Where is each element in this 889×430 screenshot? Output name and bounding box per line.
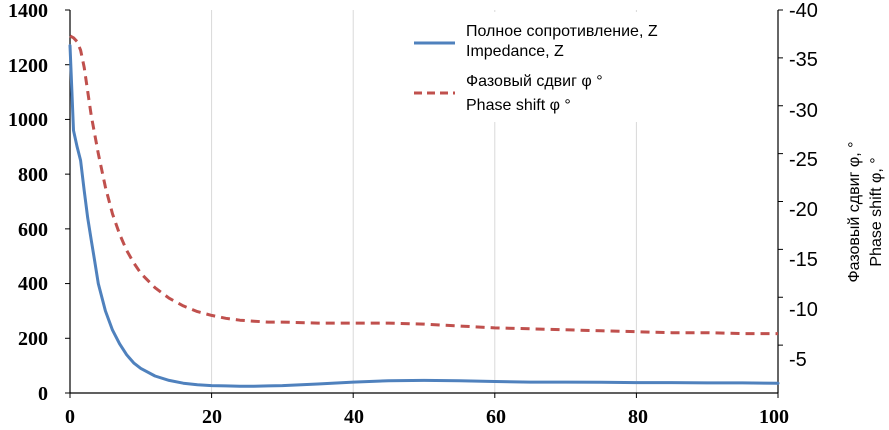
right-tick-label: -40: [789, 0, 818, 22]
right-tick-label: -30: [789, 100, 818, 122]
right-tick-label: -15: [789, 249, 818, 271]
x-tick-label: 40: [344, 406, 364, 428]
impedance-series-line: [68, 44, 780, 388]
right-tick-label: -5: [789, 349, 807, 371]
x-axis-ticks: 0 20 40 60 80 100: [65, 406, 789, 428]
right-tick-label: -10: [789, 299, 818, 321]
phase-shift-series-line: [69, 34, 778, 336]
left-axis-ticks: 1400 1200 1000 800 600 400 200 0: [8, 0, 48, 405]
left-tick-label: 600: [18, 219, 48, 241]
legend: Полное сопротивление, Z Impedance, Z Фаз…: [400, 12, 770, 122]
legend-label-impedance-ru: Полное сопротивление, Z: [466, 23, 658, 40]
left-tick-label: 800: [18, 164, 48, 186]
left-tick-label: 200: [18, 328, 48, 350]
x-tick-label: 60: [486, 406, 506, 428]
right-tick-label: -35: [789, 49, 818, 71]
right-axis-title-en: Phase shift φ, °: [868, 157, 885, 266]
legend-background: [400, 12, 770, 122]
left-tick-label: 1400: [8, 0, 48, 22]
right-axis-title-ru: Фазовый сдвиг φ, °: [846, 141, 863, 282]
x-tick-label: 20: [202, 406, 222, 428]
legend-label-impedance-en: Impedance, Z: [466, 43, 564, 60]
x-tick-label: 80: [628, 406, 648, 428]
data-series: [68, 34, 780, 388]
right-axis-ticks: -40 -35 -30 -25 -20 -15 -10 -5: [789, 0, 818, 371]
x-tick-label: 100: [759, 406, 789, 428]
legend-label-phase-en: Phase shift φ °: [466, 97, 571, 114]
right-axis-title: Фазовый сдвиг φ, ° Phase shift φ, °: [846, 141, 885, 282]
left-tick-label: 0: [38, 383, 48, 405]
legend-label-phase-ru: Фазовый сдвиг φ °: [466, 73, 603, 90]
right-tick-label: -25: [789, 149, 818, 171]
right-tick-label: -20: [789, 199, 818, 221]
left-tick-label: 1200: [8, 55, 48, 77]
left-tick-label: 400: [18, 273, 48, 295]
left-tick-label: 1000: [8, 109, 48, 131]
x-tick-label: 0: [65, 406, 75, 428]
